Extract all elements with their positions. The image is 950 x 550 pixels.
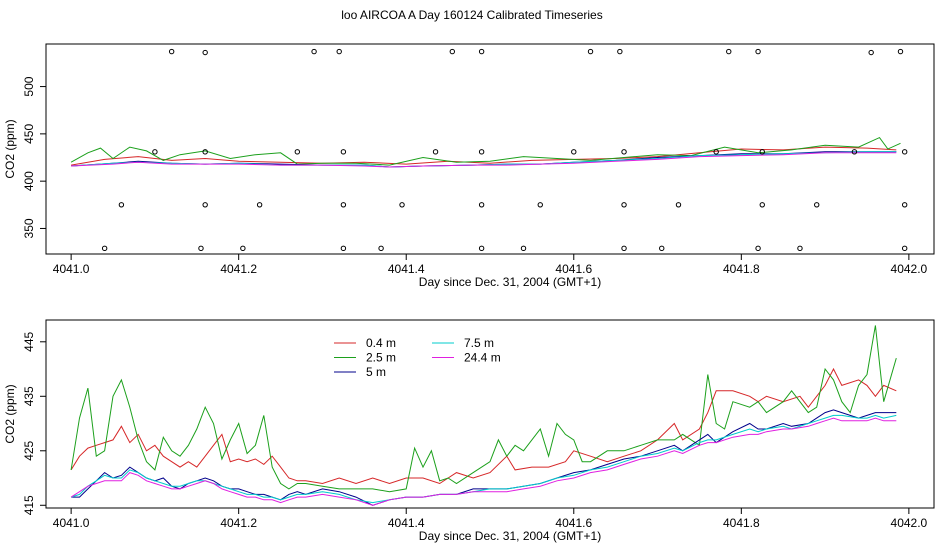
data-point bbox=[202, 149, 208, 155]
data-point bbox=[520, 245, 527, 252]
bottom-panel: 4041.0 4041.2 4041.4 4041.6 4041.8 4042.0 415 4… bbox=[3, 319, 935, 543]
data-point bbox=[240, 245, 246, 252]
series-group bbox=[70, 136, 901, 168]
x-tick-label: 4042.0 bbox=[891, 262, 928, 276]
data-point bbox=[378, 245, 384, 252]
x-tick-label: 4041.0 bbox=[53, 516, 90, 530]
data-point bbox=[755, 48, 761, 55]
data-point bbox=[478, 149, 485, 155]
x-tick-label: 4041.0 bbox=[53, 262, 90, 276]
y-tick-label: 400 bbox=[22, 171, 36, 191]
data-point bbox=[152, 149, 158, 155]
series-line-0-4-m bbox=[70, 367, 897, 485]
x-tick-label: 4041.8 bbox=[723, 516, 760, 530]
data-point bbox=[759, 202, 765, 208]
data-point bbox=[814, 202, 820, 208]
data-point bbox=[621, 149, 627, 155]
data-point bbox=[675, 202, 682, 208]
data-point bbox=[168, 48, 175, 55]
y-tick-label: 450 bbox=[22, 124, 36, 144]
series-line-2-5-m bbox=[70, 325, 897, 493]
x-tick-label: 4041.6 bbox=[555, 262, 592, 276]
y-axis-label: CO2 (ppm) bbox=[3, 119, 17, 178]
data-point bbox=[797, 245, 803, 252]
data-point bbox=[198, 245, 204, 252]
data-point bbox=[621, 245, 627, 252]
data-point bbox=[851, 149, 858, 155]
legend-entry: 24.4 m bbox=[464, 351, 501, 365]
data-point bbox=[202, 202, 208, 208]
x-axis-label: Day since Dec. 31, 2004 (GMT+1) bbox=[419, 275, 601, 289]
data-point bbox=[340, 202, 347, 208]
x-axis-label: Day since Dec. 31, 2004 (GMT+1) bbox=[419, 529, 601, 543]
series-line-0 bbox=[71, 146, 897, 166]
data-point bbox=[202, 49, 208, 56]
data-point bbox=[868, 49, 874, 56]
top-panel: 4041.0 4041.2 4041.4 4041.6 4041.8 4042.0 350 4… bbox=[3, 43, 935, 289]
legend-entry: 5 m bbox=[366, 365, 386, 379]
data-point bbox=[571, 149, 577, 155]
x-tick-label: 4041.2 bbox=[220, 516, 257, 530]
data-point bbox=[256, 202, 263, 208]
chart-title: loo AIRCOA A Day 160124 Calibrated Times… bbox=[341, 8, 602, 22]
plot-frame bbox=[45, 319, 935, 509]
x-tick-label: 4041.6 bbox=[555, 516, 592, 530]
data-point bbox=[901, 245, 908, 252]
data-point bbox=[340, 245, 347, 252]
data-point bbox=[311, 48, 317, 55]
data-point bbox=[617, 48, 623, 55]
x-tick-label: 4041.4 bbox=[388, 262, 425, 276]
data-point bbox=[340, 149, 347, 155]
y-tick-label: 415 bbox=[22, 495, 36, 515]
x-tick-label: 4041.2 bbox=[220, 262, 257, 276]
x-tick-label: 4041.4 bbox=[388, 516, 425, 530]
y-tick-label: 445 bbox=[22, 331, 36, 351]
data-point bbox=[713, 149, 719, 155]
data-point bbox=[449, 48, 456, 55]
series-line-1 bbox=[70, 136, 901, 166]
data-point bbox=[478, 48, 485, 55]
data-point bbox=[726, 48, 732, 55]
series-line-5-m bbox=[71, 409, 897, 506]
data-point bbox=[901, 149, 908, 155]
data-point bbox=[897, 48, 904, 55]
data-point bbox=[101, 245, 108, 252]
data-point bbox=[587, 48, 594, 55]
x-tick-label: 4042.0 bbox=[891, 516, 928, 530]
y-tick-label: 435 bbox=[22, 386, 36, 406]
legend-entry: 7.5 m bbox=[464, 336, 494, 350]
data-point bbox=[621, 202, 627, 208]
data-point bbox=[478, 202, 485, 208]
series-line-7-5-m bbox=[70, 414, 897, 504]
data-point bbox=[432, 149, 439, 155]
data-point bbox=[755, 245, 761, 252]
plot-frame bbox=[45, 43, 935, 255]
series-line-24-4-m bbox=[70, 417, 897, 506]
legend: 0.4 m2.5 m5 m 7.5 m24.4 m bbox=[334, 336, 501, 379]
y-tick-label: 350 bbox=[22, 218, 36, 238]
legend-entry: 2.5 m bbox=[366, 351, 396, 365]
y-tick-label: 425 bbox=[22, 440, 36, 460]
data-point bbox=[537, 202, 543, 208]
data-point bbox=[478, 245, 485, 252]
series-line-4 bbox=[71, 152, 897, 168]
x-tick-label: 4041.8 bbox=[723, 262, 760, 276]
data-point bbox=[118, 202, 125, 208]
data-point bbox=[659, 245, 665, 252]
series-group bbox=[70, 325, 897, 506]
data-point bbox=[759, 149, 765, 155]
y-axis-label: CO2 (ppm) bbox=[3, 384, 17, 443]
legend-entry: 0.4 m bbox=[366, 336, 396, 350]
data-point bbox=[901, 202, 908, 208]
data-point bbox=[294, 149, 301, 155]
data-point bbox=[336, 48, 342, 55]
y-tick-label: 500 bbox=[22, 76, 36, 96]
data-point bbox=[399, 202, 405, 208]
